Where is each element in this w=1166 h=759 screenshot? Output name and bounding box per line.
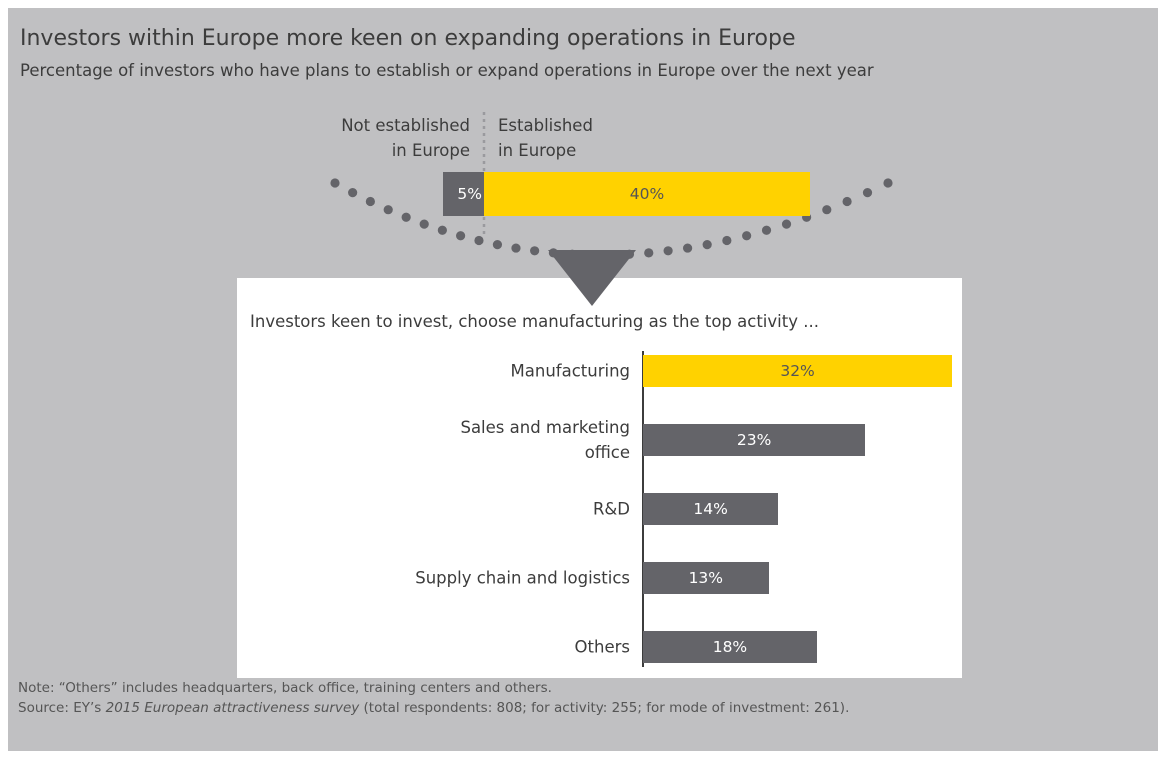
arc-dot <box>781 219 792 229</box>
arc-dot <box>682 243 693 253</box>
arc-dot <box>663 246 673 256</box>
source: Source: EY’s 2015 European attractivenes… <box>18 700 849 716</box>
pointer <box>548 250 636 306</box>
arc-dot <box>822 205 832 215</box>
arc-dot <box>383 205 393 215</box>
value-label: 23% <box>736 431 772 449</box>
category-label: R&D <box>592 499 630 519</box>
arc-dot <box>530 246 540 256</box>
source-text: (total respondents: 808; for activity: 2… <box>359 700 850 716</box>
arc-dot <box>401 212 411 222</box>
activity-panel <box>237 278 962 678</box>
bar <box>484 172 810 216</box>
arc-dot <box>492 240 503 250</box>
panel: 5% Not established in Europe 40% Establishe… <box>8 8 1158 751</box>
value-label: 13% <box>688 569 724 587</box>
bar <box>643 562 769 594</box>
value-label: 40% <box>629 185 665 203</box>
value-label: 5% <box>457 185 482 203</box>
canvas: 5% Not established in Europe 40% Establishe… <box>8 8 1158 751</box>
bar <box>443 172 484 216</box>
arc-dot <box>511 243 521 253</box>
source-text: Source: EY’s <box>18 700 106 716</box>
page-subtitle: Percentage of investors who have plans t… <box>20 61 874 80</box>
arc-dot <box>456 231 466 241</box>
chart-title: Investors keen to invest, choose manufac… <box>250 312 819 331</box>
arc-dot <box>365 196 375 207</box>
category-label: Manufacturing <box>510 361 630 381</box>
arc-dot <box>330 178 340 188</box>
arc-dot <box>862 187 873 198</box>
category-label: Others <box>574 637 630 657</box>
arc-dot <box>883 178 893 188</box>
arc-dot <box>437 225 447 235</box>
bar <box>643 424 866 456</box>
bar <box>643 355 953 387</box>
value-label: 32% <box>780 362 815 380</box>
arc-dot <box>474 235 484 246</box>
category-label: Not established in Europe <box>341 116 470 160</box>
pointer-triangle <box>548 250 636 306</box>
arc-dot <box>761 225 772 235</box>
page-title: Investors within Europe more keen on exp… <box>20 26 796 51</box>
category-label: Supply chain and logistics <box>415 568 630 588</box>
category-label: Sales and marketing office <box>460 418 630 462</box>
bar <box>643 493 779 525</box>
arc-dot <box>722 235 732 246</box>
arc-dot <box>842 196 852 207</box>
value-label: 18% <box>712 638 748 656</box>
arc-dot <box>419 219 429 229</box>
arc-dot <box>644 248 654 258</box>
arc-dot <box>348 187 358 198</box>
category-label: Established in Europe <box>498 116 593 160</box>
source-title: 2015 European attractiveness survey <box>105 700 360 716</box>
note: Note: “Others” includes headquarters, ba… <box>18 680 552 696</box>
arc-dot <box>702 240 712 250</box>
arc-dot <box>742 231 752 241</box>
bar <box>643 631 817 663</box>
value-label: 14% <box>693 500 728 518</box>
